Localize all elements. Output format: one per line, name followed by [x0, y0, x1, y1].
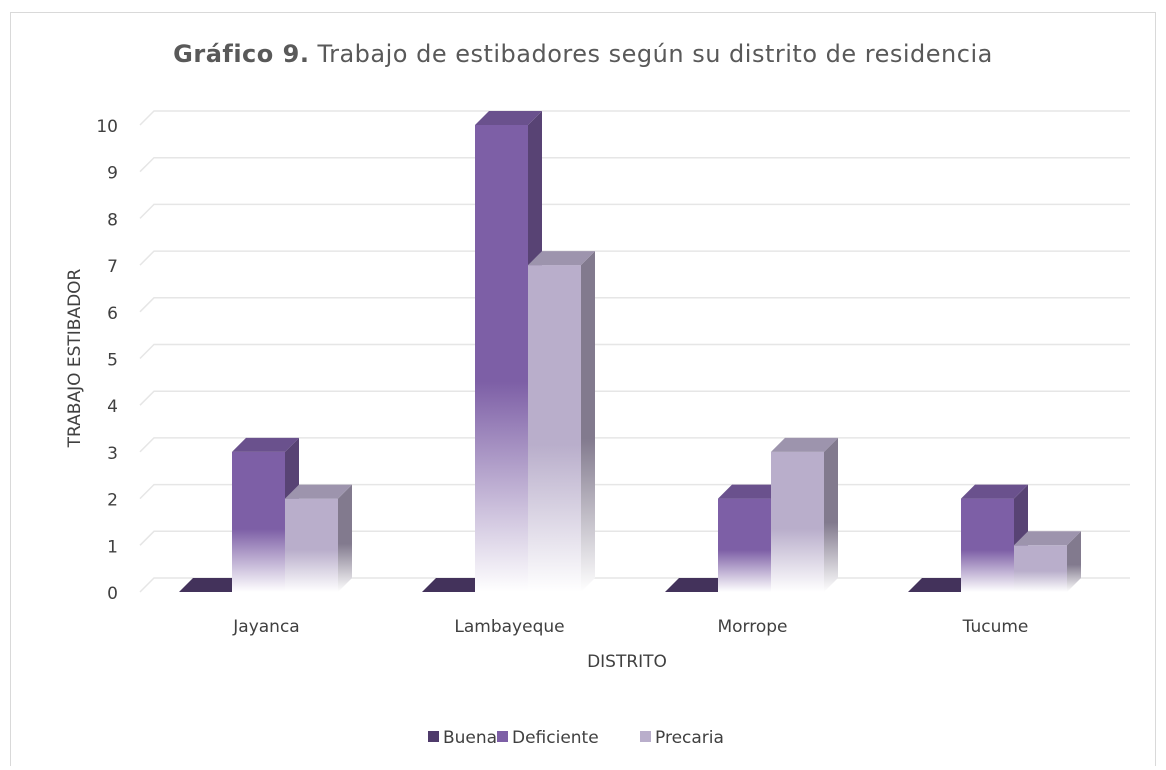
bar-front: [1014, 545, 1067, 592]
bar-front: [528, 265, 581, 592]
y-tick-label: 10: [96, 117, 118, 137]
legend-label: Precaria: [655, 728, 724, 748]
y-tick-label: 4: [107, 397, 118, 417]
y-tick-label: 9: [107, 164, 118, 184]
bar-top: [179, 578, 246, 592]
bar-top: [771, 437, 838, 452]
legend-swatch: [640, 731, 651, 742]
bar-top: [232, 437, 299, 452]
bar-side: [1067, 531, 1081, 592]
y-tick-label: 8: [107, 210, 118, 230]
grid-line: [139, 250, 1130, 266]
y-tick-label: 1: [107, 537, 118, 557]
bar-front: [475, 125, 528, 592]
x-tick-label: Tucume: [962, 617, 1029, 637]
bar-top: [422, 578, 489, 592]
legend-item: Precaria: [640, 728, 724, 748]
title-number: Gráfico 9.: [173, 40, 309, 68]
legend-label: Deficiente: [512, 728, 599, 748]
y-axis-title: TRABAJO ESTIBADOR: [65, 268, 85, 448]
grid-line: [139, 297, 1130, 313]
bar-top: [475, 111, 542, 125]
grid-line: [139, 156, 1130, 173]
bar-front: [718, 498, 771, 592]
bar-front: [961, 498, 1014, 592]
legend-item: Buena: [428, 728, 497, 748]
grid-line: [139, 343, 1130, 360]
legend-label: Buena: [443, 728, 497, 748]
y-tick-label: 5: [107, 351, 118, 371]
grid-line: [139, 110, 1130, 126]
bar-side: [338, 484, 352, 592]
bar-side: [581, 251, 595, 592]
bar-top: [908, 578, 975, 592]
bar-front: [285, 498, 338, 592]
bar-top: [528, 251, 595, 266]
bar-top: [718, 484, 785, 499]
grid-line: [139, 390, 1130, 406]
x-axis-title: DISTRITO: [587, 652, 667, 672]
y-tick-label: 2: [107, 491, 118, 511]
bar-top: [665, 578, 732, 592]
bar-front: [771, 451, 824, 592]
x-tick-label: Jayanca: [232, 617, 299, 637]
legend-swatch: [428, 731, 439, 742]
y-tick-label: 7: [107, 257, 118, 277]
x-tick-label: Morrope: [717, 617, 787, 637]
legend-item: Deficiente: [497, 728, 599, 748]
bar-top: [1014, 531, 1081, 546]
bar-front: [232, 451, 285, 592]
legend-swatch: [497, 731, 508, 742]
grid-line: [139, 203, 1130, 219]
bar-top: [285, 484, 352, 499]
y-tick-label: 6: [107, 304, 118, 324]
x-tick-label: Lambayeque: [454, 617, 564, 637]
y-tick-label: 0: [107, 584, 118, 604]
bar-side: [824, 437, 838, 592]
y-tick-label: 3: [107, 444, 118, 464]
chart-title: Gráfico 9. Trabajo de estibadores según s…: [173, 40, 993, 68]
bar-top: [961, 484, 1028, 499]
title-text: Trabajo de estibadores según su distrito…: [316, 40, 992, 68]
